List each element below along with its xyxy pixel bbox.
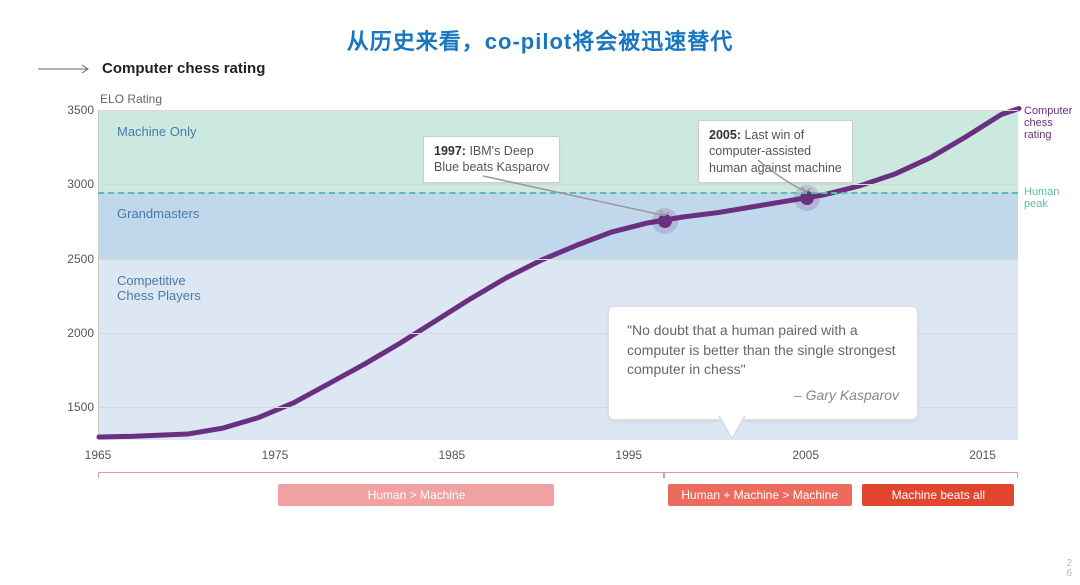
x-tick-label: 1975: [262, 448, 289, 462]
y-tick-label: 2500: [58, 252, 94, 266]
page-number: 26: [1066, 559, 1072, 579]
quote-attribution: – Gary Kasparov: [627, 386, 899, 406]
era-axis-bracket: [664, 472, 1018, 478]
annotation-box: 1997: IBM's DeepBlue beats Kasparov: [423, 136, 560, 183]
chart-title: Computer chess rating: [102, 60, 265, 77]
era-bar: Human > Machine: [278, 484, 554, 506]
quote-tail-inner: [719, 414, 745, 437]
y-tick-label: 3000: [58, 177, 94, 191]
y-tick-label: 1500: [58, 400, 94, 414]
era-axis-bracket: [98, 472, 664, 478]
x-tick-label: 1985: [438, 448, 465, 462]
slide-title: 从历史来看，co-pilot将会被迅速替代: [0, 0, 1080, 56]
gridline: [98, 184, 1018, 185]
quote-text: "No doubt that a human paired with a com…: [627, 321, 899, 380]
x-tick-label: 1965: [85, 448, 112, 462]
y-tick-label: 2000: [58, 326, 94, 340]
quote-box: "No doubt that a human paired with a com…: [608, 306, 918, 420]
chart-container: Computer chess rating ELO Rating Machine…: [28, 60, 1048, 530]
x-tick-label: 2015: [969, 448, 996, 462]
gridline: [98, 259, 1018, 260]
era-track: Human > Machine Human + Machine > Machine…: [98, 472, 1018, 512]
y-tick-label: 3500: [58, 103, 94, 117]
era-bar: Machine beats all: [862, 484, 1014, 506]
era-bar: Human + Machine > Machine: [668, 484, 852, 506]
line-end-label: Computerchess rating: [1024, 105, 1072, 141]
x-tick-label: 1995: [615, 448, 642, 462]
human-peak-label: Humanpeak: [1024, 186, 1059, 210]
arrow-icon: [38, 64, 94, 74]
chart-title-row: Computer chess rating: [38, 60, 265, 77]
gridline: [98, 110, 1018, 111]
marker-dot: [658, 214, 672, 228]
annotation-box: 2005: Last win ofcomputer-assistedhuman …: [698, 120, 853, 183]
y-axis-label: ELO Rating: [100, 92, 162, 106]
human-peak-line: [98, 192, 1018, 194]
x-tick-label: 2005: [792, 448, 819, 462]
